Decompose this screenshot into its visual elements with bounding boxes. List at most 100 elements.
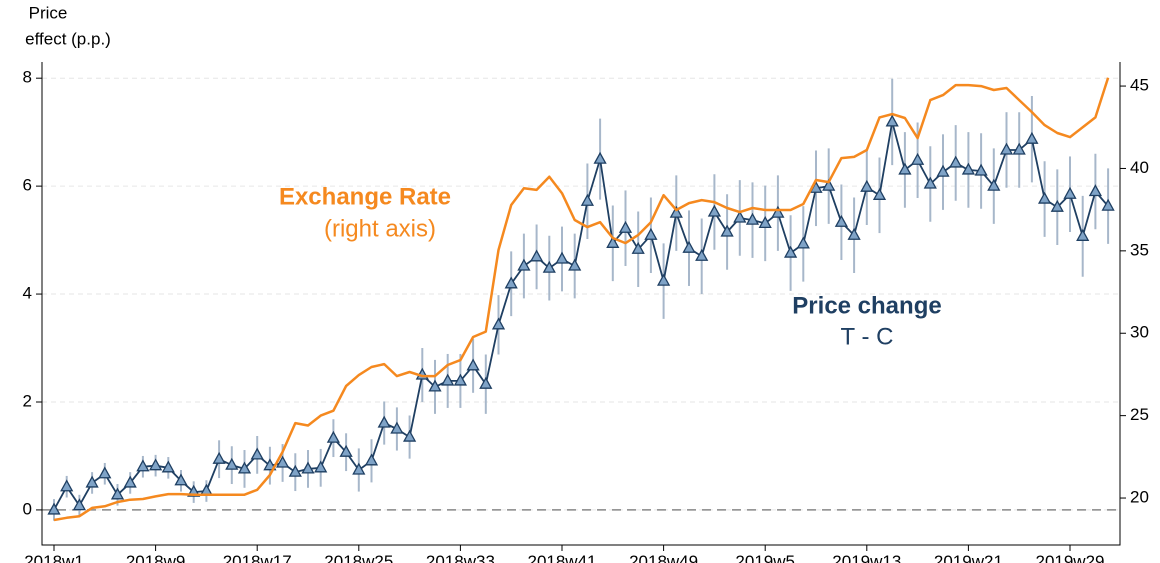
marker bbox=[872, 187, 887, 200]
x-tick-label: 2018w9 bbox=[126, 552, 186, 563]
marker bbox=[263, 458, 277, 471]
marker bbox=[606, 235, 620, 248]
y-tick-label: 4 bbox=[23, 284, 32, 303]
marker bbox=[504, 276, 518, 289]
y2-tick-label: 20 bbox=[1130, 488, 1149, 507]
marker bbox=[530, 249, 544, 262]
marker bbox=[301, 461, 315, 474]
marker bbox=[276, 455, 290, 468]
marker bbox=[161, 460, 175, 473]
marker bbox=[796, 236, 810, 249]
marker bbox=[466, 358, 480, 371]
x-tick-label: 2019w29 bbox=[1035, 552, 1104, 563]
marker bbox=[669, 205, 683, 218]
marker bbox=[911, 152, 925, 165]
marker bbox=[555, 251, 569, 264]
marker bbox=[707, 204, 721, 217]
x-tick-label: 2018w33 bbox=[426, 552, 495, 563]
marker bbox=[657, 273, 671, 286]
marker bbox=[453, 373, 467, 386]
marker bbox=[974, 163, 988, 176]
marker bbox=[479, 376, 493, 389]
x-tick-label: 2019w5 bbox=[735, 552, 795, 563]
marker bbox=[123, 475, 137, 488]
marker bbox=[98, 466, 112, 479]
marker bbox=[1038, 191, 1052, 204]
y2-tick-label: 35 bbox=[1130, 240, 1149, 259]
marker bbox=[784, 245, 798, 258]
marker bbox=[834, 214, 848, 227]
y-tick-label: 2 bbox=[23, 391, 32, 410]
marker bbox=[441, 373, 455, 386]
marker bbox=[822, 178, 836, 191]
marker bbox=[174, 473, 188, 486]
marker bbox=[631, 241, 645, 254]
marker bbox=[1012, 142, 1026, 155]
marker bbox=[936, 164, 950, 177]
marker bbox=[339, 444, 353, 457]
marker bbox=[225, 457, 239, 470]
series-line bbox=[53, 77, 1110, 522]
marker bbox=[847, 227, 861, 240]
marker bbox=[580, 193, 594, 206]
y2-tick-label: 40 bbox=[1130, 158, 1149, 177]
marker bbox=[682, 240, 696, 253]
x-tick-label: 2019w13 bbox=[832, 552, 901, 563]
marker bbox=[695, 248, 709, 261]
marker bbox=[568, 258, 582, 271]
x-tick-label: 2018w41 bbox=[527, 552, 596, 563]
marker bbox=[85, 475, 99, 488]
marker bbox=[250, 447, 264, 460]
marker bbox=[428, 379, 442, 392]
marker bbox=[644, 227, 658, 240]
marker bbox=[60, 479, 74, 492]
marker bbox=[1088, 184, 1102, 197]
marker bbox=[758, 216, 772, 229]
x-tick-label: 2018w49 bbox=[629, 552, 698, 563]
marker bbox=[517, 258, 531, 271]
marker bbox=[1063, 186, 1077, 199]
marker bbox=[110, 487, 125, 500]
y-axis-title: Price bbox=[29, 3, 68, 22]
marker bbox=[733, 210, 747, 223]
marker bbox=[923, 176, 937, 189]
annotation: (right axis) bbox=[324, 215, 436, 242]
marker bbox=[999, 142, 1014, 155]
marker bbox=[136, 459, 150, 472]
y2-tick-label: 25 bbox=[1130, 405, 1149, 424]
marker bbox=[1101, 198, 1115, 211]
annotation: Exchange Rate bbox=[279, 183, 451, 210]
series-line bbox=[53, 121, 1109, 511]
marker bbox=[314, 460, 328, 473]
marker bbox=[593, 151, 607, 164]
marker bbox=[352, 462, 366, 475]
marker bbox=[149, 458, 163, 471]
axes bbox=[41, 62, 1121, 546]
marker bbox=[1050, 199, 1064, 212]
y2-tick-label: 45 bbox=[1130, 76, 1149, 95]
x-tick-label: 2018w17 bbox=[223, 552, 292, 563]
marker bbox=[212, 451, 226, 464]
marker bbox=[771, 205, 785, 218]
marker bbox=[542, 260, 556, 273]
marker bbox=[720, 224, 734, 237]
marker bbox=[47, 502, 61, 515]
marker bbox=[860, 179, 874, 192]
marker bbox=[898, 162, 912, 175]
x-tick-label: 2019w21 bbox=[934, 552, 1003, 563]
marker bbox=[745, 212, 760, 225]
marker bbox=[885, 114, 899, 127]
annotation: Price change bbox=[792, 292, 941, 319]
y2-tick-label: 30 bbox=[1130, 323, 1149, 342]
marker bbox=[326, 430, 340, 443]
marker bbox=[237, 461, 252, 474]
y-tick-label: 6 bbox=[23, 176, 32, 195]
marker bbox=[1025, 131, 1039, 144]
marker bbox=[961, 162, 975, 175]
marker bbox=[288, 464, 302, 477]
y-axis-title: effect (p.p.) bbox=[25, 29, 111, 48]
marker bbox=[1076, 228, 1090, 241]
marker bbox=[618, 220, 633, 233]
marker bbox=[390, 421, 404, 434]
